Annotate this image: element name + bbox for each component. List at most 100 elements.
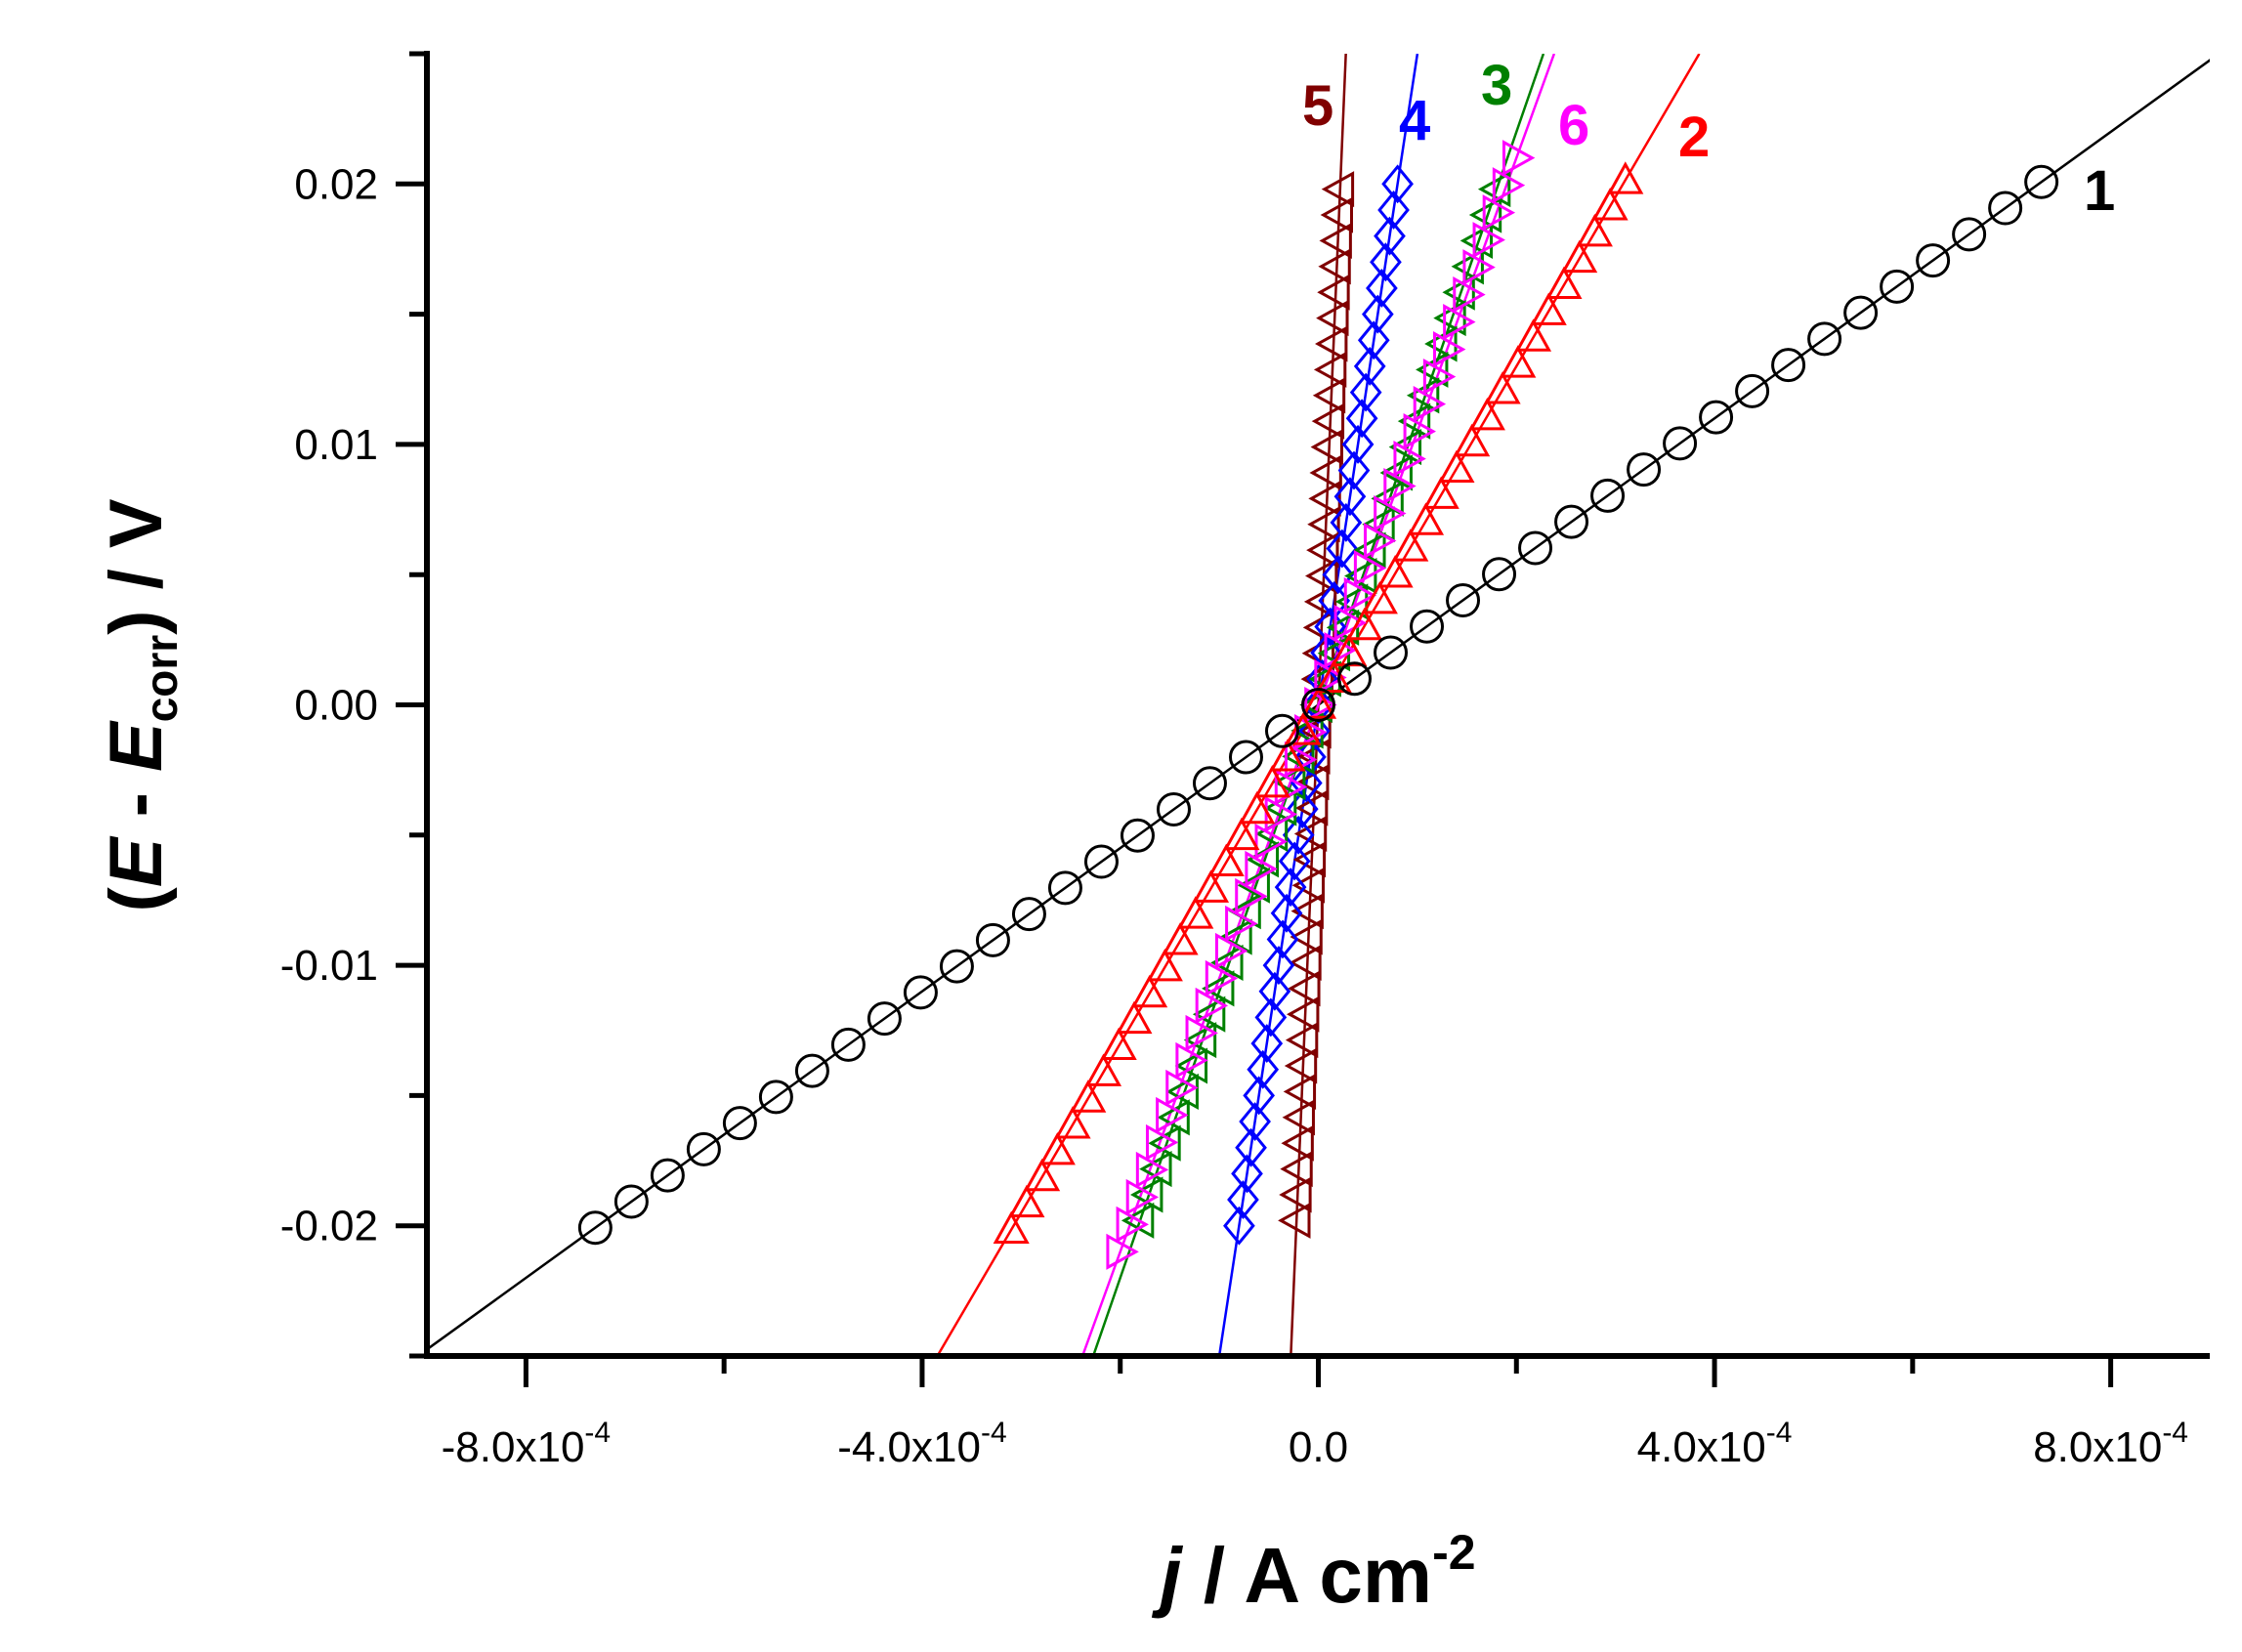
marker-series-1 (1554, 504, 1589, 539)
marker-series-5 (1311, 402, 1345, 440)
marker-series-2 (1422, 476, 1459, 509)
y-tick-label: 0.01 (294, 421, 378, 469)
ticks: -8.0x10-4 -4.0x10-4 0.0 4.0x10-4 8.0x10-4 0.0… (280, 51, 2188, 1471)
marker-series-1 (1446, 582, 1481, 617)
marker-series-5 (1280, 1151, 1313, 1188)
marker-series-1 (939, 949, 974, 984)
marker-series-4 (1333, 477, 1367, 517)
marker-series-1 (1083, 844, 1119, 879)
marker-series-6 (1403, 413, 1436, 450)
marker-series-2 (1500, 345, 1537, 378)
series-label-1: 1 (2084, 159, 2115, 223)
marker-series-4 (1243, 1076, 1276, 1116)
x-tick-label: 8.0x10-4 (2033, 1417, 2188, 1471)
marker-series-6 (1343, 576, 1377, 614)
marker-series-5 (1291, 867, 1325, 904)
marker-series-3 (1139, 1151, 1172, 1188)
marker-series-1 (1988, 191, 2023, 226)
marker-series-2 (993, 1210, 1030, 1244)
marker-series-1 (613, 1184, 649, 1219)
marker-series-1 (1880, 269, 1915, 304)
marker-series-3 (1210, 944, 1244, 981)
marker-series-3 (1174, 1047, 1208, 1084)
marker-series-4 (1349, 372, 1382, 412)
marker-series-6 (1225, 905, 1258, 942)
marker-series-6 (1205, 959, 1239, 996)
marker-series-4 (1250, 1024, 1284, 1064)
marker-series-6 (1502, 140, 1536, 177)
marker-series-6 (1374, 494, 1407, 532)
marker-series-4 (1282, 815, 1315, 855)
marker-series-1 (1264, 713, 1299, 748)
marker-series-6 (1383, 468, 1417, 505)
fit-lines (427, 54, 2210, 1356)
marker-series-6 (1324, 631, 1357, 669)
marker-series-1 (903, 975, 938, 1010)
marker-series-4 (1377, 190, 1410, 230)
marker-series-2 (1054, 1106, 1091, 1139)
marker-series-6 (1195, 987, 1229, 1024)
marker-series-2 (1438, 449, 1475, 484)
marker-series-1 (1590, 478, 1626, 513)
series-label-6: 6 (1558, 94, 1589, 157)
marker-series-1 (975, 922, 1010, 957)
series-label-5: 5 (1302, 74, 1333, 138)
marker-series-2 (1454, 423, 1491, 457)
marker-series-2 (1285, 712, 1322, 745)
marker-series-1 (2024, 164, 2059, 199)
marker-series-2 (1591, 188, 1629, 221)
marker-series-1 (1192, 766, 1227, 801)
marker-series-4 (1258, 971, 1291, 1011)
marker-series-5 (1290, 918, 1323, 955)
marker-series-6 (1235, 877, 1268, 915)
marker-series-4 (1326, 529, 1359, 569)
marker-series-3 (1468, 196, 1502, 233)
marker-series-5 (1288, 970, 1321, 1007)
marker-series-6 (1264, 795, 1298, 833)
marker-series-1 (867, 1001, 902, 1037)
marker-series-2 (1038, 1132, 1076, 1165)
marker-series-2 (1084, 1053, 1122, 1086)
marker-series-4 (1330, 502, 1363, 542)
marker-series-6 (1284, 741, 1318, 779)
marker-series-1 (1337, 661, 1373, 697)
marker-series-1 (686, 1131, 721, 1166)
marker-series-1 (794, 1053, 829, 1088)
series-label-4: 4 (1399, 89, 1430, 152)
marker-series-1 (1301, 688, 1335, 722)
marker-series-4 (1381, 164, 1414, 204)
marker-series-6 (1492, 167, 1526, 204)
marker-series-4 (1374, 216, 1406, 256)
marker-series-6 (1165, 1069, 1199, 1106)
marker-series-3 (1451, 248, 1484, 285)
marker-series-6 (1254, 823, 1288, 861)
marker-series-5 (1278, 1202, 1311, 1239)
marker-series-6 (1433, 331, 1466, 368)
marker-series-4 (1274, 868, 1307, 908)
marker-series-5 (1289, 944, 1322, 981)
marker-series-3 (1344, 557, 1377, 595)
marker-series-4 (1366, 268, 1398, 308)
marker-series-6 (1274, 768, 1308, 806)
series-label-3: 3 (1481, 54, 1512, 117)
marker-series-5 (1293, 815, 1328, 853)
marker-series-5 (1317, 274, 1350, 311)
marker-series-5 (1318, 248, 1351, 285)
x-tick-label: 0.0 (1289, 1423, 1348, 1471)
marker-series-2 (1192, 869, 1230, 903)
series-labels: 1 2 34 5 6 (1302, 54, 2115, 223)
marker-series-5 (1321, 171, 1355, 208)
marker-series-4 (1345, 399, 1378, 439)
marker-series-5 (1312, 377, 1346, 414)
marker-series-1 (830, 1027, 866, 1062)
data-markers (577, 140, 2059, 1270)
marker-series-2 (1315, 659, 1352, 693)
marker-series-2 (1207, 843, 1245, 876)
marker-series-2 (1269, 739, 1306, 772)
marker-series-5 (1306, 531, 1339, 569)
x-tick-label: -4.0x10-4 (837, 1417, 1006, 1471)
marker-series-6 (1175, 1041, 1208, 1079)
marker-series-4 (1322, 555, 1355, 595)
marker-series-6 (1453, 276, 1486, 314)
